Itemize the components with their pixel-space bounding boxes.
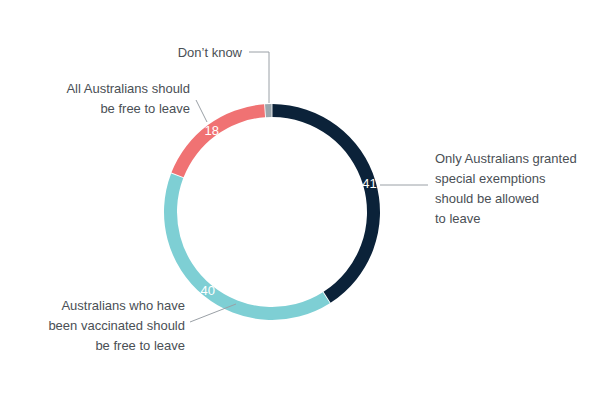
label-line: Don’t know [178, 45, 243, 60]
donut: 41 40 18 [164, 104, 380, 320]
leader-line [190, 304, 236, 322]
value-label: 18 [205, 123, 219, 138]
leader-line [196, 100, 207, 122]
category-label: All Australians should be free to leave [66, 81, 190, 116]
label-line: should be allowed [435, 191, 539, 206]
slice [272, 104, 380, 303]
label-line: All Australians should [66, 81, 190, 96]
value-label: 40 [201, 283, 215, 298]
label-line: special exemptions [435, 171, 546, 186]
label-line: to leave [435, 211, 481, 226]
leader-line [249, 52, 269, 103]
label-line: Australians who have [61, 298, 185, 313]
category-label: Only Australians granted special exemptio… [435, 151, 577, 226]
label-line: be free to leave [95, 338, 185, 353]
category-label: Don’t know [178, 45, 243, 60]
label-line: been vaccinated should [48, 318, 185, 333]
leader-line [380, 185, 428, 186]
value-label: 41 [362, 176, 376, 191]
labels: Only Australians granted special exemptio… [48, 45, 576, 353]
label-line: be free to leave [100, 101, 190, 116]
chart: 41 40 18 Only Australians granted special ex… [0, 0, 600, 400]
slice [164, 173, 330, 320]
category-label: Australians who have been vaccinated shou… [48, 298, 185, 353]
slice [265, 104, 272, 117]
label-line: Only Australians granted [435, 151, 577, 166]
